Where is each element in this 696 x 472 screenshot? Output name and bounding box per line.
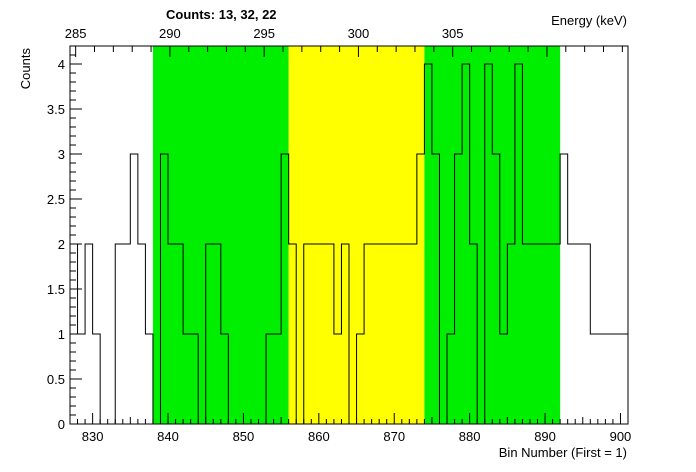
top-tick-label: 290 xyxy=(159,26,181,41)
y-tick-label: 1.5 xyxy=(47,282,65,297)
y-tick-label: 0.5 xyxy=(47,372,65,387)
top-tick-label: 295 xyxy=(253,26,275,41)
top-tick-label: 305 xyxy=(442,26,464,41)
top-axis-title: Energy (keV) xyxy=(551,13,627,28)
y-axis: 0 0.5 1 1.5 2 2.5 3 3.5 4 xyxy=(47,45,82,432)
y-tick-label: 2 xyxy=(58,237,65,252)
top-energy-axis: 285 290 295 300 305 xyxy=(65,26,623,57)
y-tick-label: 1 xyxy=(58,327,65,342)
top-tick-label: 285 xyxy=(65,26,87,41)
region-left-background xyxy=(152,46,289,424)
x-tick-label: 830 xyxy=(82,429,104,444)
x-tick-label: 860 xyxy=(308,429,330,444)
histogram-line xyxy=(69,63,629,425)
y-tick-label: 3 xyxy=(58,147,65,162)
shaded-regions xyxy=(152,46,561,424)
y-tick-label: 2.5 xyxy=(47,192,65,207)
x-axis-title: Bin Number (First = 1) xyxy=(499,445,627,460)
x-axis: 830 840 850 860 870 880 890 900 xyxy=(69,413,632,444)
x-tick-label: 840 xyxy=(157,429,179,444)
y-axis-title: Counts xyxy=(18,48,33,90)
y-tick-label: 3.5 xyxy=(47,102,65,117)
x-tick-label: 850 xyxy=(233,429,255,444)
top-tick-label: 300 xyxy=(348,26,370,41)
histogram-series xyxy=(69,63,629,425)
counts-label: Counts: 13, 32, 22 xyxy=(166,7,277,22)
x-tick-label: 900 xyxy=(610,429,632,444)
y-tick-label: 0 xyxy=(58,417,65,432)
x-tick-label: 890 xyxy=(534,429,556,444)
x-tick-label: 880 xyxy=(459,429,481,444)
y-tick-label: 4 xyxy=(58,57,65,72)
x-tick-label: 870 xyxy=(383,429,405,444)
